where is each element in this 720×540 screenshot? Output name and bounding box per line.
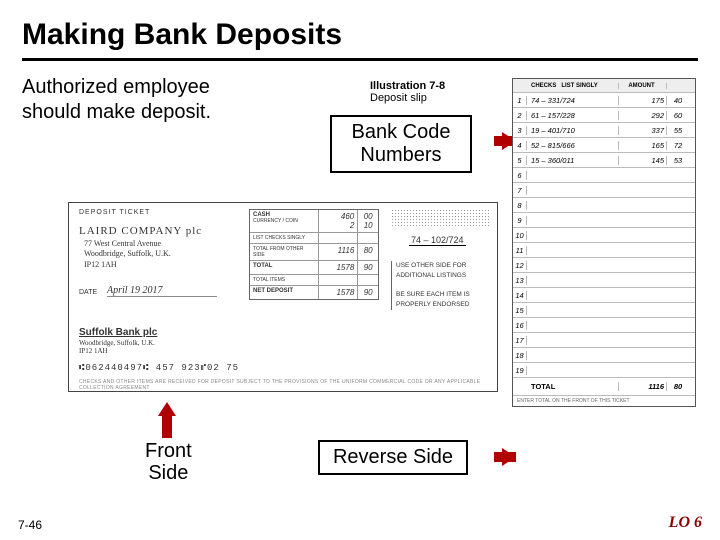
reverse-row: 319 – 401/71033755 [513, 123, 695, 138]
reverse-row: 10 [513, 228, 695, 243]
note-l1: USE OTHER SIDE FOR [396, 262, 466, 269]
note-l2: ADDITIONAL LISTINGS [396, 272, 466, 279]
front-side-arrow-icon [158, 402, 176, 416]
bank-address: Woodbridge, Suffolk, U.K. IP12 1AH [79, 339, 155, 356]
grid-row: TOTAL ITEMS [250, 275, 378, 286]
reverse-row: 19 [513, 363, 695, 378]
date-label: DATE [79, 289, 97, 296]
reverse-side-arrow-icon [502, 448, 516, 466]
date-value: April 19 2017 [107, 285, 217, 297]
ticket-company: LAIRD COMPANY plc [79, 225, 202, 237]
reverse-header: CHECKS LIST SINGLYAMOUNT [513, 79, 695, 93]
fineprint: CHECKS AND OTHER ITEMS ARE RECEIVED FOR … [79, 379, 497, 391]
reverse-row: 18 [513, 348, 695, 363]
front-l1: Front [145, 440, 192, 462]
addr-l3: IP12 1AH [84, 260, 117, 269]
grid-row: TOTAL157890 [250, 261, 378, 275]
front-l2: Side [148, 462, 188, 484]
reverse-row: 6 [513, 168, 695, 183]
deposit-ticket-front: DEPOSIT TICKET LAIRD COMPANY plc 77 West… [68, 202, 498, 392]
addr-l2: Woodbridge, Suffolk, U.K. [84, 249, 171, 258]
bank-addr-l2: IP12 1AH [79, 347, 108, 355]
routing-number: 74 – 102/724 [409, 235, 466, 246]
addr-l1: 77 West Central Avenue [84, 239, 161, 248]
reverse-row: 12 [513, 258, 695, 273]
ticket-address: 77 West Central Avenue Woodbridge, Suffo… [84, 239, 171, 270]
reverse-row: 515 – 360/01114553 [513, 153, 695, 168]
illustration-number: Illustration 7-8 [370, 80, 445, 92]
ticket-grid: CASHCURRENCY / COIN46020010LIST CHECKS S… [249, 209, 379, 300]
bank-code-label: Bank Code Numbers [330, 115, 472, 173]
note-l3: BE SURE EACH ITEM IS [396, 291, 470, 298]
reverse-row: 9 [513, 213, 695, 228]
bank-code-l2: Numbers [360, 144, 441, 166]
routing-text: 74 – 102/724 [409, 235, 466, 246]
reverse-row: 17 [513, 333, 695, 348]
page-number: 7-46 [18, 518, 42, 532]
reverse-row: 13 [513, 273, 695, 288]
grid-row: LIST CHECKS SINGLY [250, 233, 378, 244]
title-rule [22, 58, 698, 61]
reverse-row: 174 – 331/72417540 [513, 93, 695, 108]
dot-pattern [391, 209, 491, 227]
reverse-total: TOTAL111680 [513, 378, 695, 396]
grid-row: CASHCURRENCY / COIN46020010 [250, 210, 378, 233]
ticket-header: DEPOSIT TICKET [79, 209, 150, 216]
reverse-row: 452 – 815/66616572 [513, 138, 695, 153]
subtitle-line2: should make deposit. [22, 101, 211, 123]
bank-name: Suffolk Bank plc [79, 327, 157, 338]
reverse-row: 15 [513, 303, 695, 318]
front-side-label: Front Side [145, 440, 192, 484]
reverse-row: 14 [513, 288, 695, 303]
slide-title: Making Bank Deposits [22, 18, 698, 52]
reverse-row: 8 [513, 198, 695, 213]
deposit-ticket-reverse: CHECKS LIST SINGLYAMOUNT174 – 331/724175… [512, 78, 696, 407]
learning-objective: LO 6 [669, 514, 702, 532]
subtitle-line1: Authorized employee [22, 76, 210, 98]
bank-addr-l1: Woodbridge, Suffolk, U.K. [79, 339, 155, 347]
reverse-row: 16 [513, 318, 695, 333]
grid-row: NET DEPOSIT157890 [250, 286, 378, 299]
reverse-text: Reverse Side [333, 446, 453, 468]
note-l4: PROPERLY ENDORSED [396, 301, 469, 308]
illustration-label: Illustration 7-8 Deposit slip [370, 80, 445, 104]
micr-line: ⑆062440497⑆ 457 923⑈02 75 [79, 363, 239, 373]
ticket-notes: USE OTHER SIDE FOR ADDITIONAL LISTINGS B… [391, 261, 470, 310]
illustration-caption: Deposit slip [370, 92, 427, 104]
reverse-footnote: ENTER TOTAL ON THE FRONT OF THIS TICKET [513, 396, 695, 406]
reverse-row: 261 – 157/22829260 [513, 108, 695, 123]
reverse-row: 7 [513, 183, 695, 198]
reverse-side-label: Reverse Side [318, 440, 468, 475]
reverse-row: 11 [513, 243, 695, 258]
bank-code-l1: Bank Code [352, 121, 451, 143]
grid-row: TOTAL FROM OTHER SIDE111680 [250, 244, 378, 261]
